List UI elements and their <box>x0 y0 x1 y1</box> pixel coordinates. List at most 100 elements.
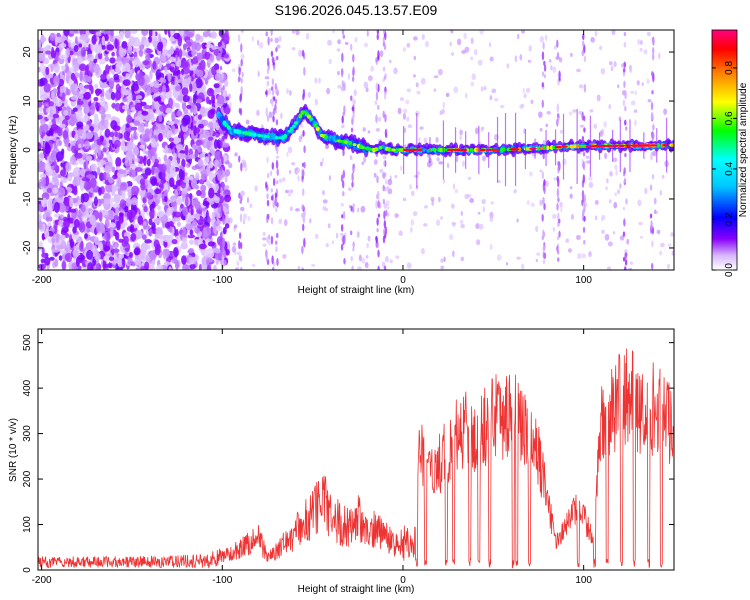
streak-cell <box>543 60 546 66</box>
noise-cell <box>40 36 47 43</box>
streak-cell <box>276 232 279 239</box>
noise-cell <box>206 264 212 270</box>
noise-cell <box>318 77 321 84</box>
streak-cell <box>623 61 627 68</box>
streak-cell <box>543 64 547 72</box>
streak-cell <box>239 213 243 223</box>
noise-cell <box>224 175 228 183</box>
colorbar-ticks: 0.0 0.2 0.4 0.6 0.8 <box>712 61 737 277</box>
noise-cell <box>49 256 55 261</box>
streak-cell <box>219 231 223 240</box>
noise-cell <box>205 43 214 48</box>
noise-cell <box>119 126 127 133</box>
noise-cell <box>151 155 155 164</box>
noise-cell <box>135 94 143 100</box>
noise-cell <box>435 136 439 143</box>
noise-cell <box>654 209 657 214</box>
noise-cell <box>223 53 230 59</box>
noise-cell <box>38 141 42 152</box>
streak-cell <box>222 135 225 142</box>
noise-cell <box>660 242 665 248</box>
streak-cell <box>240 43 243 53</box>
noise-cell <box>266 156 269 164</box>
noise-cell <box>300 123 304 128</box>
noise-cell <box>55 232 60 244</box>
noise-cell <box>38 66 41 73</box>
noise-cell <box>431 199 434 206</box>
noise-cell <box>421 33 425 41</box>
noise-cell <box>612 231 616 235</box>
noise-cell <box>337 39 341 45</box>
noise-cell <box>169 66 175 71</box>
streak-cell <box>343 105 346 115</box>
noise-cell <box>189 83 193 93</box>
noise-cell <box>436 157 440 162</box>
noise-cell <box>478 223 484 230</box>
noise-cell <box>39 93 48 101</box>
noise-cell <box>192 81 197 92</box>
noise-cell <box>50 150 59 161</box>
noise-cell <box>181 170 185 181</box>
noise-cell <box>69 155 77 165</box>
noise-cell <box>39 62 45 74</box>
noise-cell <box>194 172 200 181</box>
ridge-peak <box>402 148 411 152</box>
noise-cell <box>470 37 474 45</box>
streak-cell <box>276 147 279 155</box>
noise-cell <box>195 33 201 41</box>
noise-cell <box>257 39 260 46</box>
noise-cell <box>108 256 115 261</box>
noise-cell <box>644 187 648 195</box>
noise-cell <box>124 30 131 39</box>
streak-cell <box>543 184 546 195</box>
noise-cell <box>165 107 173 114</box>
noise-cell <box>131 185 140 195</box>
noise-cell <box>437 68 443 76</box>
noise-cell <box>94 236 100 246</box>
noise-cell <box>514 55 518 63</box>
noise-cell <box>385 200 390 207</box>
noise-cell <box>588 181 594 189</box>
noise-cell <box>605 186 608 191</box>
streak-cell <box>377 50 380 60</box>
streak-cell <box>624 266 627 270</box>
x-tick-label: -200 <box>32 575 52 586</box>
streak-cell <box>541 71 545 77</box>
noise-cell <box>246 196 250 204</box>
noise-cell <box>322 199 328 204</box>
noise-cell <box>72 226 77 234</box>
noise-cell <box>525 87 531 93</box>
noise-cell <box>505 262 509 266</box>
noise-cell <box>568 111 573 116</box>
noise-cell <box>93 96 99 102</box>
y-tick-label: 0 <box>22 567 33 573</box>
noise-cell <box>109 57 116 64</box>
noise-cell <box>332 30 335 34</box>
streak-cell <box>583 55 587 63</box>
noise-cell <box>164 30 168 35</box>
noise-cell <box>576 234 581 240</box>
noise-cell <box>135 267 142 270</box>
y-tick-label: 0 <box>22 147 33 153</box>
noise-cell <box>481 199 486 205</box>
noise-cell <box>659 189 663 196</box>
noise-cell <box>160 54 167 62</box>
noise-cell <box>464 92 468 99</box>
noise-cell <box>90 42 96 52</box>
noise-cell <box>363 42 369 48</box>
x-tick-label: 100 <box>575 275 592 286</box>
streak-cell <box>239 255 243 262</box>
noise-cell <box>530 202 535 207</box>
noise-cell <box>606 178 609 184</box>
noise-cell <box>264 76 270 80</box>
noise-cell <box>164 66 168 73</box>
streak-cell <box>542 231 546 237</box>
noise-cell <box>174 76 179 86</box>
noise-cell <box>124 49 133 54</box>
noise-cell <box>128 169 137 178</box>
noise-cell <box>412 211 418 217</box>
noise-cell <box>196 65 204 71</box>
noise-cell <box>118 31 124 41</box>
noise-cell <box>106 44 115 51</box>
streak-cell <box>541 171 545 180</box>
